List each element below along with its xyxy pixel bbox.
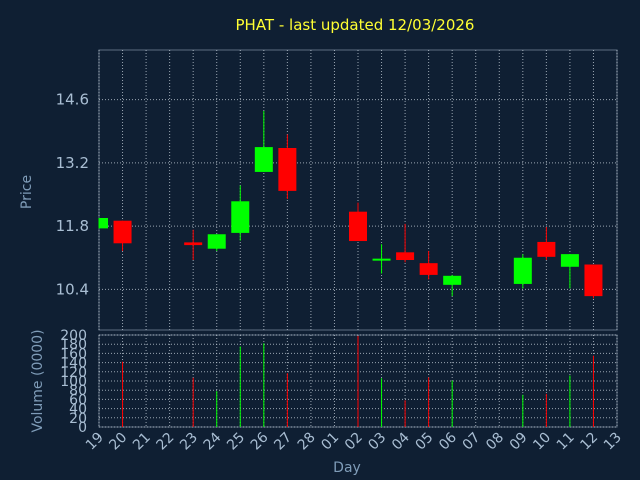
candle-body (513, 257, 532, 284)
x-tick-label: 24 (201, 429, 225, 453)
x-tick-label: 07 (460, 430, 484, 454)
x-tick-label: 23 (177, 430, 201, 454)
volume-tick-label: 120 (60, 365, 87, 381)
candle-body (231, 201, 250, 233)
x-tick-label: 26 (248, 429, 272, 453)
volume-tick-label: 80 (69, 383, 87, 399)
x-tick-label: 13 (601, 430, 625, 454)
x-tick-label: 03 (365, 430, 389, 454)
x-tick-label: 08 (483, 430, 507, 454)
x-tick-label: 27 (271, 430, 295, 454)
price-axis-label: Price (19, 175, 35, 209)
x-axis-label: Day (333, 460, 361, 476)
x-tick-label: 21 (130, 430, 154, 454)
price-tick-label: 14.6 (56, 91, 89, 109)
x-tick-label: 25 (224, 430, 248, 454)
candle-body (537, 241, 556, 257)
candle-body (419, 263, 438, 275)
chart-title: PHAT - last updated 12/03/2026 (236, 16, 475, 34)
volume-tick-label: 40 (69, 402, 87, 418)
x-tick-label: 09 (507, 430, 531, 454)
x-tick-label: 28 (295, 430, 319, 454)
x-tick-label: 05 (413, 430, 437, 454)
x-tick-label: 12 (577, 430, 601, 454)
price-tick-label: 13.2 (56, 154, 89, 172)
candle-body (254, 147, 273, 172)
candle-body (207, 234, 226, 249)
volume-tick-label: 60 (69, 392, 87, 408)
x-tick-label: 02 (342, 430, 366, 454)
candle-body (372, 258, 391, 261)
candle-body (584, 264, 603, 297)
volume-axis-label: Volume (0000) (30, 329, 46, 432)
candle-body (113, 220, 132, 244)
candle-body (99, 218, 108, 229)
x-tick-label: 01 (318, 430, 342, 454)
candle-body (184, 242, 203, 246)
candle-body (349, 211, 367, 242)
candle-body (560, 254, 579, 267)
x-tick-label: 20 (106, 430, 130, 454)
volume-tick-label: 0 (78, 420, 87, 436)
x-tick-label: 06 (436, 429, 460, 453)
candle-body (443, 275, 462, 285)
price-tick-label: 11.8 (56, 217, 89, 235)
volume-tick-label: 100 (60, 374, 87, 390)
x-tick-label: 04 (389, 429, 413, 453)
volume-tick-label: 180 (60, 337, 87, 353)
candle-body (396, 252, 415, 260)
candle-body (278, 148, 297, 191)
volume-tick-label: 140 (60, 356, 87, 372)
x-axis-ticks: 19 20 21 22 23 24 25 26 27 28 01 02 03 04 05 06 07 08 09 10… (83, 429, 625, 453)
volume-tick-label: 160 (60, 346, 87, 362)
x-tick-label: 10 (530, 430, 554, 454)
price-tick-label: 10.4 (56, 280, 89, 298)
x-tick-label: 11 (554, 430, 578, 454)
price-panel: 10.4 11.8 13.2 14.6 (56, 49, 618, 331)
volume-tick-label: 200 (60, 328, 87, 344)
x-tick-label: 22 (154, 430, 178, 454)
volume-tick-label: 20 (69, 411, 87, 427)
